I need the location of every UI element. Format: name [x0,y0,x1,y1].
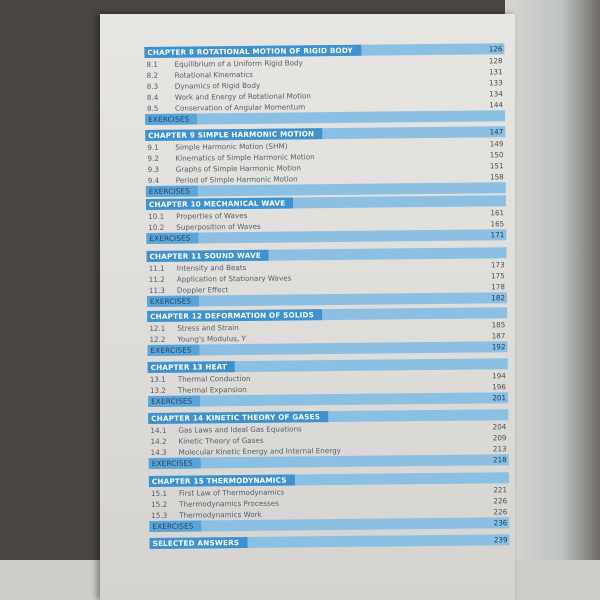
page-number: 192 [491,342,506,352]
page-number: 165 [490,219,505,229]
section-number: 8.4 [146,92,159,102]
page-number: 213 [492,444,507,454]
exercises-label: EXERCISES [148,457,202,469]
page-number: 131 [488,67,503,77]
exercises-entry: EXERCISES [145,110,506,126]
page-number: 196 [492,382,506,392]
exercises-label: EXERCISES [149,520,202,532]
page-number: 158 [489,172,504,182]
chapter-title: CHAPTER 14 KINETIC THEORY OF GASES [148,411,329,424]
section-title: Thermal Conduction [177,373,251,384]
page-number: 218 [492,455,507,465]
section-number: 12.2 [149,334,166,344]
exercises-label: EXERCISES [146,232,199,245]
chapter-title: CHAPTER 11 SOUND WAVE [146,249,270,263]
chapter-title: CHAPTER 8 ROTATIONAL MOTION OF RIGID BOD… [144,44,361,59]
page-number: 175 [491,271,505,281]
chapter-title: CHAPTER 10 MECHANICAL WAVE [145,197,294,211]
section-title: Stress and Strain [177,323,239,333]
page-number: 171 [490,230,505,240]
section-number: 14.1 [150,425,167,435]
exercises-entry: EXERCISES 192 [147,341,508,356]
exercises-entry: EXERCISES 236 [149,517,510,532]
section-number: 11.1 [148,263,165,273]
section-number: 13.1 [149,374,166,384]
page-number: 194 [492,371,506,381]
section-title: Kinetic Theory of Gases [178,435,264,446]
page-number: 126 [488,44,503,54]
page-number: 161 [490,208,505,218]
selected-answers-title: SELECTED ANSWERS [149,536,248,549]
section-number: 15.3 [151,510,168,520]
section-title: Intensity and Beats [176,262,247,273]
section-number: 8.5 [146,103,159,113]
section-number: 15.1 [150,488,168,498]
page-number: 226 [493,507,508,517]
page-number: 144 [489,100,504,110]
section-title: Doppler Effect [176,285,229,295]
section-number: 15.2 [151,499,168,509]
chapter-title: CHAPTER 15 THERMODYNAMICS [148,474,295,487]
background-book-edge [505,0,600,600]
page-number: 185 [491,320,506,330]
section-title: Superposition of Waves [176,221,261,232]
chapter-title: CHAPTER 13 HEAT [147,361,236,373]
section-number: 8.3 [146,81,159,91]
section-number: 11.3 [148,285,165,295]
section-number: 9.1 [147,142,159,152]
exercises-entry: EXERCISES 182 [146,292,508,307]
exercises-entry: EXERCISES 218 [148,454,509,469]
exercises-entry: EXERCISES 201 [148,392,509,407]
chapter-title: CHAPTER 12 DEFORMATION OF SOLIDS [147,309,323,322]
page-number: 128 [488,56,503,66]
page-number: 201 [492,393,507,403]
section-title: Properties of Waves [176,210,248,221]
section-number: 12.1 [149,323,166,333]
section-title: Thermal Expansion [177,384,247,395]
table-of-contents: CHAPTER 8 ROTATIONAL MOTION OF RIGID BOD… [144,0,510,600]
page-number: 236 [493,518,508,528]
page-number: 134 [489,89,503,99]
page-number: 147 [489,127,504,137]
section-number: 11.2 [148,274,165,284]
section-title: Rotational Kinematics [174,69,254,80]
section-number: 14.3 [150,447,167,457]
section-number: 10.1 [148,211,165,221]
page-number: 149 [489,139,504,149]
exercises-label: EXERCISES [148,395,201,407]
exercises-label: EXERCISES [146,295,200,307]
chapter-title: CHAPTER 9 SIMPLE HARMONIC MOTION [145,128,323,142]
page-number: 150 [489,150,504,160]
section-title: Dynamics of Rigid Body [174,80,261,91]
exercises-entry: EXERCISES [145,182,506,198]
page-number: 182 [491,293,506,303]
page-number: 226 [493,496,508,506]
page-number: 133 [488,78,503,88]
page-number: 173 [490,260,505,270]
exercises-label: EXERCISES [145,113,198,126]
page-number: 204 [492,422,507,432]
section-number: 9.2 [147,153,160,163]
page-number: 187 [491,331,506,341]
section-number: 10.2 [148,222,165,232]
exercises-label: EXERCISES [145,185,199,198]
section-number: 9.3 [147,164,160,174]
exercises-label: EXERCISES [147,344,200,356]
selected-answers-entry: SELECTED ANSWERS 239 [149,534,510,549]
section-number: 8.1 [146,59,159,69]
section-title: Young's Modulus, Y [177,333,246,344]
page-number: 178 [491,282,505,292]
section-number: 8.2 [146,70,159,80]
section-number: 9.4 [147,175,160,185]
page-number: 209 [492,433,507,443]
page-number: 151 [489,161,504,171]
page-number: 239 [493,535,508,545]
exercises-entry: EXERCISES 171 [146,229,507,245]
section-number: 13.2 [149,385,167,395]
page-number: 221 [493,485,508,495]
section-number: 14.2 [150,436,167,446]
section-title: Thermodynamics Work [179,509,262,520]
